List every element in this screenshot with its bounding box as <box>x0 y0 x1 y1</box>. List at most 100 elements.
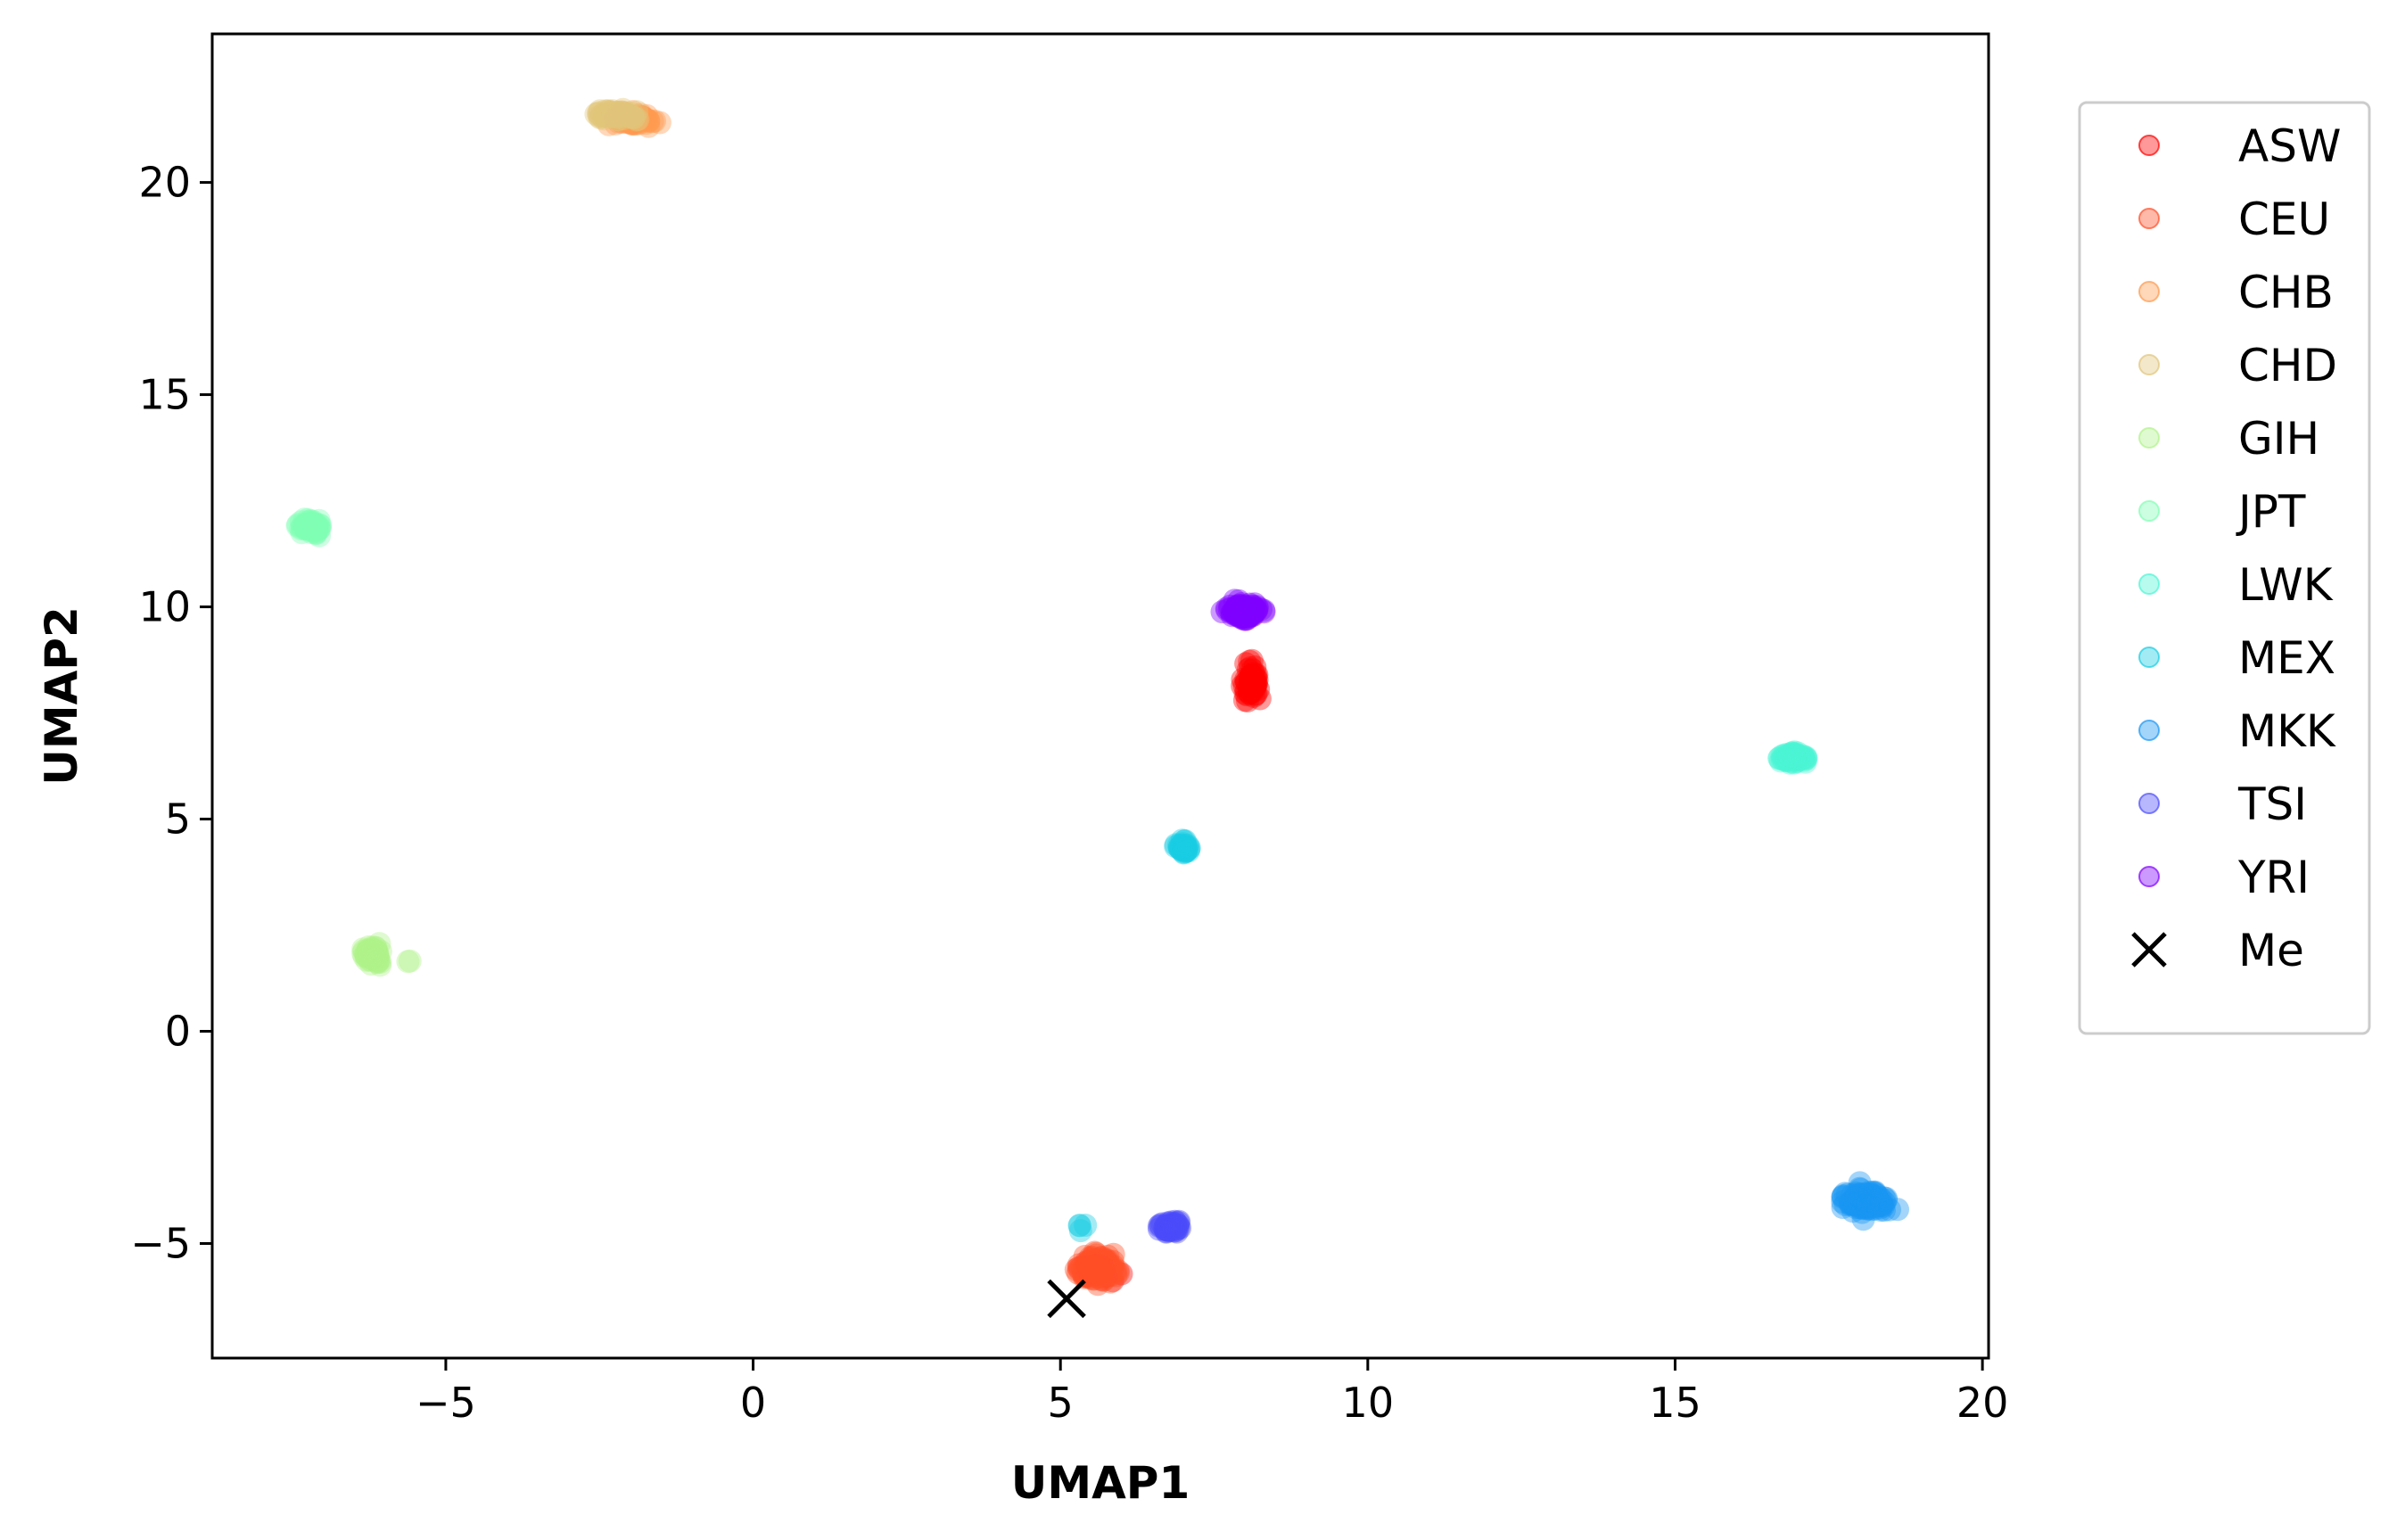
point-ceu <box>1090 1246 1114 1269</box>
point-lwk <box>1772 747 1796 771</box>
point-jpt <box>293 517 317 541</box>
point-tsi <box>1153 1216 1177 1240</box>
legend-label: GIH <box>2238 413 2319 465</box>
legend-marker <box>2138 208 2160 229</box>
point-gih <box>359 952 383 976</box>
point-jpt <box>304 519 328 543</box>
point-yri <box>1236 600 1260 624</box>
point-gih <box>361 944 385 968</box>
legend-item-jpt: JPT <box>2138 486 2306 538</box>
point-asw <box>1087 1252 1111 1276</box>
point-ceu <box>1098 1259 1122 1283</box>
point-ceu <box>1074 1264 1098 1289</box>
point-lwk <box>1784 743 1808 767</box>
point-asw <box>1240 679 1264 704</box>
point-tsi <box>1162 1215 1186 1239</box>
point-mkk <box>1849 1185 1874 1209</box>
point-ceu <box>1075 1257 1100 1281</box>
point-yri <box>1227 597 1251 622</box>
point-mkk <box>1863 1191 1887 1215</box>
point-chb <box>627 111 651 136</box>
point-lwk <box>1787 745 1811 769</box>
point-ceu <box>1083 1249 1108 1273</box>
point-chb <box>614 107 638 131</box>
series-mkk <box>1831 1171 1909 1231</box>
point-ceu <box>1089 1264 1113 1288</box>
point-mex <box>1167 836 1191 861</box>
point-mex <box>1173 835 1197 859</box>
point-ceu <box>1083 1258 1107 1282</box>
point-jpt <box>298 512 322 536</box>
point-mkk <box>1831 1184 1855 1208</box>
point-mex <box>1170 836 1194 861</box>
point-mex <box>1174 836 1198 860</box>
point-asw <box>1243 655 1267 679</box>
point-mex <box>1171 834 1195 858</box>
point-mkk <box>1841 1191 1865 1215</box>
point-mkk <box>1848 1185 1871 1209</box>
point-chb <box>621 107 645 131</box>
point-asw <box>1244 663 1268 688</box>
point-gih <box>356 938 380 962</box>
point-mkk <box>1868 1198 1892 1222</box>
point-ceu <box>1096 1244 1120 1268</box>
point-jpt <box>301 515 325 539</box>
point-mkk <box>1860 1189 1884 1213</box>
point-mkk <box>1848 1190 1872 1215</box>
point-mkk <box>1857 1183 1882 1207</box>
point-tsi <box>1160 1212 1184 1236</box>
point-asw <box>1238 666 1262 690</box>
point-asw <box>1242 676 1266 700</box>
point-mkk <box>1860 1185 1884 1209</box>
point-ceu <box>1079 1251 1103 1275</box>
point-ceu <box>1083 1255 1106 1279</box>
point-chd <box>607 100 631 124</box>
point-ceu <box>1064 1257 1088 1281</box>
point-yri <box>1231 595 1256 619</box>
point-yri <box>1235 607 1259 630</box>
point-ceu <box>1091 1268 1116 1292</box>
point-chb <box>617 103 641 128</box>
point-mex <box>1172 836 1196 860</box>
point-yri <box>1240 594 1264 618</box>
point-lwk <box>1768 749 1792 773</box>
point-tsi <box>1164 1215 1188 1239</box>
point-ceu <box>1093 1258 1116 1282</box>
point-chb <box>612 108 636 132</box>
point-lwk <box>1775 745 1800 770</box>
point-mkk <box>1849 1188 1874 1212</box>
point-asw <box>1236 689 1259 712</box>
point-mkk <box>1835 1182 1859 1206</box>
point-tsi <box>1149 1213 1173 1237</box>
point-tsi <box>1159 1210 1183 1234</box>
point-ceu <box>1089 1246 1113 1270</box>
point-jpt <box>301 511 325 535</box>
legend-item-me: Me <box>2131 925 2304 976</box>
y-tick-label: 15 <box>138 371 191 419</box>
point-yri <box>1227 605 1251 628</box>
point-chb <box>612 108 636 131</box>
point-ceu <box>1083 1240 1107 1264</box>
point-tsi <box>1161 1215 1185 1239</box>
point-tsi <box>1168 1216 1192 1240</box>
point-jpt <box>299 511 323 535</box>
point-ceu <box>606 106 630 130</box>
point-chd <box>604 103 628 128</box>
point-mkk <box>1843 1193 1867 1217</box>
point-chb <box>629 109 653 133</box>
point-lwk <box>1775 748 1799 772</box>
point-ceu <box>1070 1256 1094 1280</box>
point-yri <box>1238 604 1262 627</box>
point-chd <box>594 103 618 128</box>
point-lwk <box>1783 742 1807 766</box>
series-chd <box>584 97 650 132</box>
point-yri <box>1240 604 1264 628</box>
point-ceu <box>1093 1257 1117 1281</box>
point-ceu <box>1091 1263 1116 1287</box>
point-ceu <box>1091 1253 1115 1277</box>
point-chd <box>605 108 630 132</box>
point-yri <box>1245 595 1269 619</box>
point-mkk <box>1856 1194 1880 1218</box>
point-gih <box>368 953 392 977</box>
point-yri <box>1227 597 1251 621</box>
